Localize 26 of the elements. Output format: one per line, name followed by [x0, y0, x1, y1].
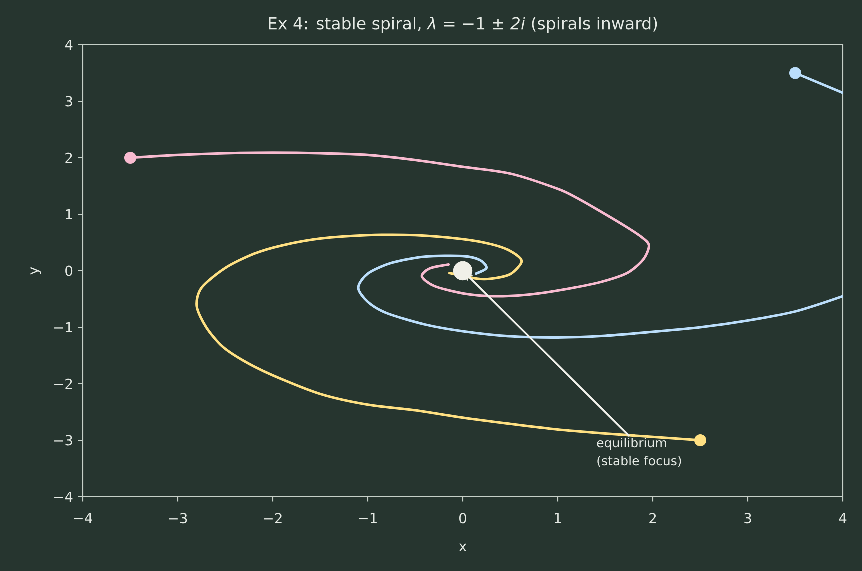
y-tick-label: 0 [66, 266, 73, 276]
point [124, 152, 137, 164]
annotation: equilibrium (stable focus) [597, 438, 682, 468]
y-tick-label: 4 [65, 40, 73, 50]
point [694, 434, 707, 447]
point [453, 261, 473, 281]
y-tick-label: −2 [54, 378, 72, 390]
y-tick-label: −3 [54, 435, 72, 446]
x-tick-label: 4 [839, 513, 847, 524]
x-tick-label: 2 [650, 513, 656, 524]
x-tick-label: 0 [460, 513, 466, 524]
x-tick-label: 3 [744, 513, 752, 524]
y-axis-title: y [30, 267, 42, 275]
x-tick-label: −2 [264, 513, 282, 524]
point [790, 67, 802, 80]
y-tick-label: −4 [54, 492, 73, 502]
x-axis-title: x [459, 544, 467, 552]
x-tick-label: −1 [359, 513, 377, 524]
chart-title: Ex 4: stable spiral, λ = −1 ± 2i (spirals inward) [269, 17, 658, 34]
y-tick-label: 3 [66, 96, 72, 107]
y-tick-label: 1 [66, 209, 72, 220]
y-tick-label: −1 [54, 322, 72, 333]
x-tick-label: −4 [74, 513, 92, 524]
x-tick-label: 1 [555, 513, 562, 524]
x-tick-label: −3 [169, 513, 188, 524]
y-tick-label: 2 [66, 152, 72, 164]
